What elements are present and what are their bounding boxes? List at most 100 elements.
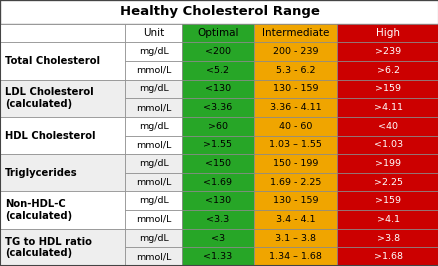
Bar (253, 247, 336, 266)
Bar (336, 192, 438, 210)
Text: >4.11: >4.11 (373, 103, 402, 112)
Bar (336, 154, 438, 173)
Text: <130: <130 (205, 84, 230, 93)
Text: mmol/L: mmol/L (136, 178, 171, 187)
Bar (182, 229, 253, 247)
Text: mg/dL: mg/dL (138, 122, 168, 131)
Text: mg/dL: mg/dL (138, 47, 168, 56)
Text: Intermediate: Intermediate (261, 28, 328, 38)
Text: 3.4 - 4.1: 3.4 - 4.1 (275, 215, 314, 224)
Bar (336, 247, 438, 266)
Text: >3.8: >3.8 (376, 234, 399, 243)
Text: 1.69 - 2.25: 1.69 - 2.25 (269, 178, 321, 187)
Bar (253, 154, 336, 173)
Text: <1.69: <1.69 (203, 178, 232, 187)
Bar (253, 210, 336, 229)
Bar (182, 80, 253, 98)
Bar (253, 117, 336, 136)
Text: >2.25: >2.25 (373, 178, 402, 187)
Bar (182, 42, 253, 61)
Bar (182, 136, 253, 154)
Text: High: High (375, 28, 399, 38)
Bar (253, 24, 336, 42)
Bar (253, 173, 336, 192)
Text: >159: >159 (374, 84, 400, 93)
Bar (336, 173, 438, 192)
Bar (125, 136, 182, 154)
Bar (182, 24, 253, 42)
Text: <3.36: <3.36 (203, 103, 232, 112)
Text: 3.1 – 3.8: 3.1 – 3.8 (274, 234, 315, 243)
Text: TG to HDL ratio
(calculated): TG to HDL ratio (calculated) (5, 236, 92, 258)
Text: <150: <150 (205, 159, 230, 168)
Bar (336, 80, 438, 98)
Bar (125, 42, 182, 61)
Text: 1.34 – 1.68: 1.34 – 1.68 (268, 252, 321, 261)
Text: >159: >159 (374, 196, 400, 205)
Text: mg/dL: mg/dL (138, 84, 168, 93)
Bar (0, 117, 125, 154)
Text: >60: >60 (208, 122, 227, 131)
Text: mmol/L: mmol/L (136, 252, 171, 261)
Text: mg/dL: mg/dL (138, 159, 168, 168)
Text: 130 - 159: 130 - 159 (272, 84, 318, 93)
Text: 200 - 239: 200 - 239 (272, 47, 318, 56)
Text: <5.2: <5.2 (206, 66, 229, 75)
Bar (182, 117, 253, 136)
Bar (0, 192, 125, 229)
Text: 3.36 - 4.11: 3.36 - 4.11 (269, 103, 321, 112)
Text: 130 - 159: 130 - 159 (272, 196, 318, 205)
Text: Optimal: Optimal (197, 28, 238, 38)
Text: mmol/L: mmol/L (136, 215, 171, 224)
Text: Triglycerides: Triglycerides (5, 168, 78, 178)
Bar (125, 154, 182, 173)
Bar (0, 229, 125, 266)
Bar (336, 98, 438, 117)
Bar (336, 210, 438, 229)
Text: mmol/L: mmol/L (136, 103, 171, 112)
Bar (125, 173, 182, 192)
Bar (182, 61, 253, 80)
Text: >239: >239 (374, 47, 400, 56)
Text: mg/dL: mg/dL (138, 196, 168, 205)
Text: <200: <200 (205, 47, 230, 56)
Bar (336, 136, 438, 154)
Bar (0, 42, 125, 80)
Text: 40 - 60: 40 - 60 (278, 122, 311, 131)
Text: 5.3 - 6.2: 5.3 - 6.2 (275, 66, 314, 75)
Text: 1.03 – 1.55: 1.03 – 1.55 (268, 140, 321, 149)
Text: mmol/L: mmol/L (136, 66, 171, 75)
Text: HDL Cholesterol: HDL Cholesterol (5, 131, 95, 140)
Bar (125, 117, 182, 136)
Text: Unit: Unit (143, 28, 164, 38)
Bar (125, 24, 182, 42)
Bar (253, 98, 336, 117)
Bar (253, 192, 336, 210)
Text: Total Cholesterol: Total Cholesterol (5, 56, 100, 66)
Text: mg/dL: mg/dL (138, 234, 168, 243)
Text: <130: <130 (205, 196, 230, 205)
Text: 150 - 199: 150 - 199 (272, 159, 318, 168)
Bar (125, 247, 182, 266)
Text: LDL Cholesterol
(calculated): LDL Cholesterol (calculated) (5, 88, 94, 109)
Text: <3.3: <3.3 (206, 215, 229, 224)
Bar (253, 80, 336, 98)
Bar (125, 192, 182, 210)
Bar (125, 61, 182, 80)
Text: >6.2: >6.2 (376, 66, 399, 75)
Bar (182, 154, 253, 173)
Bar (336, 117, 438, 136)
Bar (0, 24, 125, 42)
Text: >4.1: >4.1 (376, 215, 399, 224)
Bar (336, 42, 438, 61)
Text: >1.68: >1.68 (373, 252, 402, 261)
Bar (253, 229, 336, 247)
Bar (125, 98, 182, 117)
Bar (0, 0, 438, 24)
Bar (125, 80, 182, 98)
Bar (182, 173, 253, 192)
Bar (0, 80, 125, 117)
Bar (182, 192, 253, 210)
Bar (253, 136, 336, 154)
Bar (336, 61, 438, 80)
